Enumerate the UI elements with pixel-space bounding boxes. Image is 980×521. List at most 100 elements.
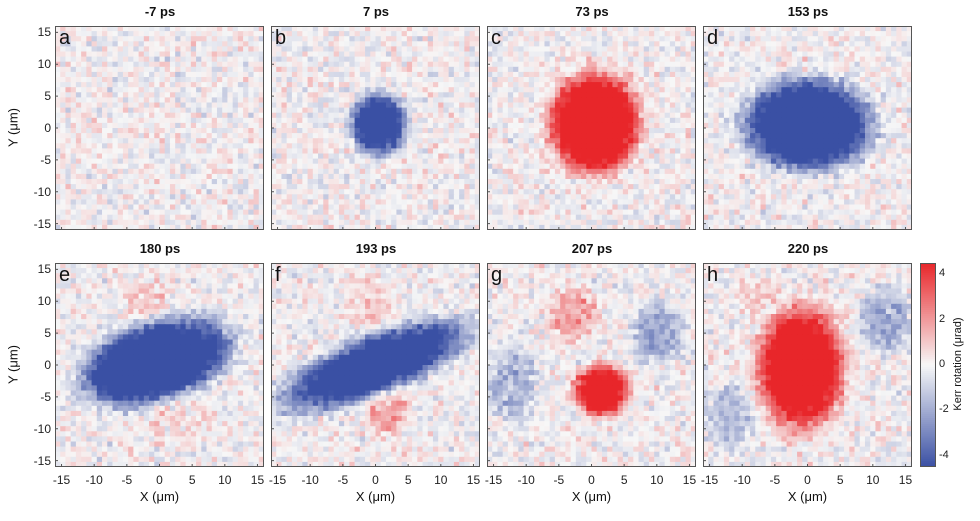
heatmap-cell (70, 51, 77, 58)
heatmap-cell (622, 71, 629, 78)
heatmap-cell (507, 102, 514, 109)
heatmap-cell (302, 168, 309, 175)
heatmap-cell (107, 158, 114, 165)
heatmap-cell (216, 143, 223, 149)
heatmap-cell (237, 56, 244, 63)
heatmap-cell (664, 179, 671, 185)
heatmap-cell (216, 179, 223, 185)
heatmap-cell (669, 46, 676, 53)
heatmap-cell (312, 189, 319, 195)
heatmap-cell (175, 41, 181, 47)
heatmap-cell (539, 153, 546, 160)
heatmap-cell (628, 204, 634, 211)
heatmap-cell (65, 143, 72, 149)
heatmap-cell (380, 163, 387, 170)
heatmap-cell (427, 219, 434, 226)
heatmap-cell (107, 56, 114, 63)
heatmap-cell (232, 87, 239, 93)
heatmap-cell (328, 219, 335, 226)
heatmap-cell (102, 133, 108, 139)
heatmap-cell (149, 77, 155, 83)
heatmap-cell (464, 189, 471, 195)
heatmap-cell (690, 92, 696, 98)
heatmap-cell (206, 92, 213, 98)
heatmap-cell (544, 97, 551, 104)
heatmap-cell (487, 26, 493, 32)
heatmap-cell (375, 36, 382, 42)
heatmap-cell (549, 87, 556, 93)
heatmap-cell (297, 194, 303, 200)
heatmap-cell (586, 194, 593, 200)
heatmap-cell (708, 31, 715, 37)
heatmap-cell (380, 219, 387, 226)
heatmap-cell (354, 71, 361, 78)
heatmap-cell (648, 82, 655, 88)
heatmap-cell (344, 66, 350, 73)
heatmap-cell (448, 184, 455, 190)
heatmap-cell (459, 122, 465, 129)
heatmap-cell (417, 36, 424, 42)
heatmap-cell (534, 122, 540, 129)
heatmap-cell (396, 87, 403, 93)
heatmap-cell (96, 199, 103, 206)
heatmap-cell (523, 204, 530, 211)
heatmap-cell (328, 46, 335, 53)
heatmap-cell (143, 36, 150, 42)
heatmap-cell (459, 163, 465, 170)
heatmap-cell (253, 163, 260, 170)
heatmap-cell (128, 102, 134, 109)
heatmap-cell (507, 107, 514, 114)
heatmap-cell (528, 163, 535, 170)
heatmap-cell (159, 112, 166, 119)
heatmap-cell (523, 107, 530, 114)
heatmap-cell (443, 138, 450, 144)
heatmap-cell (281, 194, 288, 200)
heatmap-cell (448, 41, 455, 47)
heatmap-cell (286, 194, 293, 200)
heatmap-cell (544, 143, 551, 149)
heatmap-cell (528, 133, 535, 139)
heatmap-cell (513, 112, 519, 119)
heatmap-cell (870, 26, 877, 32)
heatmap-cell (459, 179, 465, 185)
heatmap-cell (81, 122, 87, 129)
heatmap-cell (643, 46, 650, 53)
heatmap-cell (190, 128, 197, 134)
heatmap-cell (628, 138, 634, 144)
heatmap-cell (539, 189, 546, 195)
heatmap-cell (65, 189, 72, 195)
heatmap-cell (175, 194, 181, 200)
heatmap-cell (396, 194, 403, 200)
heatmap-cell (518, 122, 525, 129)
heatmap-cell (570, 133, 577, 139)
heatmap-cell (544, 214, 551, 221)
heatmap-cell (565, 82, 572, 88)
heatmap-cell (370, 26, 377, 32)
heatmap-cell (328, 204, 335, 211)
heatmap-cell (206, 224, 213, 230)
heatmap-cell (138, 31, 145, 37)
heatmap-cell (885, 31, 892, 37)
heatmap-cell (633, 224, 640, 230)
heatmap-cell (391, 163, 397, 170)
heatmap-cell (86, 194, 93, 200)
heatmap-cell (396, 112, 403, 119)
heatmap-cell (117, 173, 124, 180)
heatmap-cell (349, 46, 356, 53)
heatmap-cell (286, 133, 293, 139)
heatmap-cell (206, 209, 213, 216)
heatmap-cell (312, 26, 319, 32)
heatmap-cell (375, 112, 382, 119)
heatmap-cell (286, 56, 293, 63)
heatmap-cell (901, 36, 908, 42)
heatmap-cell (664, 189, 671, 195)
heatmap-cell (575, 87, 582, 93)
heatmap-cell (297, 153, 303, 160)
heatmap-cell (664, 77, 671, 83)
heatmap-cell (91, 97, 98, 104)
heatmap-cell (222, 143, 229, 149)
heatmap-cell (243, 36, 249, 42)
heatmap-cell (169, 56, 176, 63)
heatmap-cell (216, 153, 223, 160)
heatmap-cell (102, 179, 108, 185)
